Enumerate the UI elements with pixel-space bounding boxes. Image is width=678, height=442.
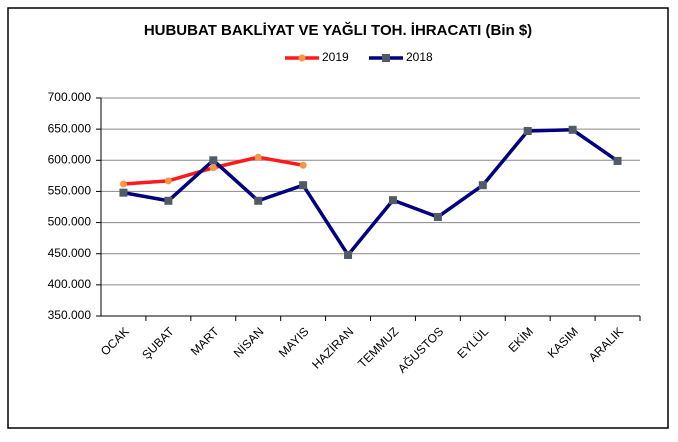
y-tick-label: 550.000 bbox=[48, 184, 92, 198]
marker bbox=[254, 196, 263, 205]
y-tick-label: 700.000 bbox=[48, 90, 92, 104]
marker bbox=[209, 164, 217, 172]
legend-label: 2018 bbox=[406, 50, 433, 64]
y-tick-label: 650.000 bbox=[48, 121, 92, 135]
chart-title: HUBUBAT BAKLİYAT VE YAĞLI TOH. İHRACATI … bbox=[144, 21, 532, 39]
marker bbox=[478, 181, 487, 190]
marker bbox=[613, 156, 622, 165]
marker bbox=[254, 153, 262, 161]
legend-label: 2019 bbox=[322, 50, 349, 64]
marker bbox=[164, 196, 173, 205]
legend-marker bbox=[382, 54, 390, 62]
marker bbox=[388, 196, 397, 205]
y-tick-label: 450.000 bbox=[48, 246, 92, 260]
legend-marker bbox=[298, 54, 306, 62]
series-line bbox=[123, 128, 619, 257]
y-tick-label: 500.000 bbox=[48, 215, 92, 229]
marker bbox=[209, 156, 218, 165]
marker bbox=[523, 127, 532, 136]
marker bbox=[344, 250, 353, 259]
marker bbox=[433, 212, 442, 221]
marker bbox=[299, 161, 307, 169]
y-tick-label: 350.000 bbox=[48, 308, 92, 322]
marker bbox=[164, 177, 172, 185]
y-tick-label: 600.000 bbox=[48, 152, 92, 166]
marker bbox=[299, 181, 308, 190]
y-tick-label: 400.000 bbox=[48, 277, 92, 291]
marker bbox=[568, 125, 577, 134]
chart-frame bbox=[7, 7, 669, 429]
marker bbox=[119, 188, 128, 197]
marker bbox=[119, 180, 127, 188]
